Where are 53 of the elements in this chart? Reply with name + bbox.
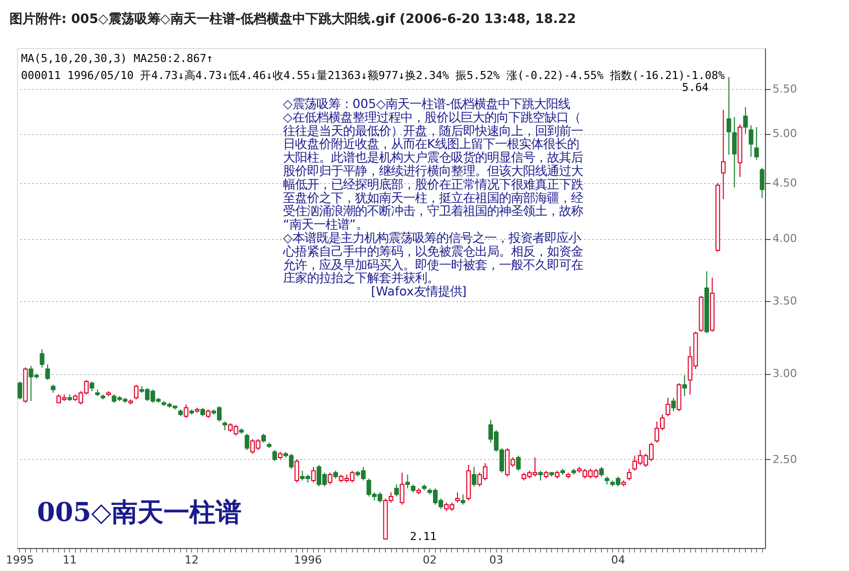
annotation: 5.64 <box>682 81 709 94</box>
candlestick <box>394 484 399 497</box>
candlestick <box>311 466 316 483</box>
x-tick-label: 04 <box>611 554 626 566</box>
candlestick <box>45 364 50 380</box>
y-tick-label: 2.50 <box>772 452 797 466</box>
candlestick <box>244 433 250 451</box>
x-tick-label: 11 <box>62 554 77 566</box>
candlestick <box>599 466 604 478</box>
y-tick-label: 4.50 <box>772 176 797 190</box>
candlestick <box>538 470 543 481</box>
candlestick <box>184 404 188 418</box>
candlestick <box>460 494 466 506</box>
candlestick <box>626 468 632 481</box>
candlestick <box>760 167 764 199</box>
x-tick-label: 03 <box>489 554 504 566</box>
candlestick <box>134 384 139 400</box>
x-tick-label: 1995 <box>6 554 34 566</box>
candlestick <box>671 397 676 412</box>
candlestick <box>455 492 460 504</box>
candlestick <box>328 472 332 485</box>
x-tick-label: 02 <box>422 554 437 566</box>
annotation: ◇本谱既是主力机构震荡吸筹的信号之一，投资者即应小心捂紧自己手中的筹码，以免被震仓出局。相反，如资金允许，应及早加码买入。即使一时被套，一般不久即可在庄家的拉抬之下解套并获利。 <box>282 230 583 286</box>
candlestick <box>272 450 277 462</box>
candlestick <box>682 374 687 397</box>
y-tick-label: 5.00 <box>772 127 797 140</box>
y-tick-label: 5.50 <box>772 82 797 96</box>
x-tick-label: 12 <box>184 554 199 566</box>
candlestick <box>40 348 44 368</box>
annotation: 2.11 <box>410 530 436 543</box>
candlestick <box>294 458 300 483</box>
candlestick <box>405 474 410 489</box>
annotation: [Wafox友情提供] <box>371 284 467 299</box>
y-tick-label: 4.00 <box>772 232 797 245</box>
candlestick <box>472 466 476 487</box>
annotation: 005◇南天一柱谱 <box>37 498 242 528</box>
candlestick <box>666 397 670 417</box>
x-tick-label: 1996 <box>294 554 322 566</box>
text: ◇在低档横盘整理过程中，股价以巨大的向下跳空缺口（往往是当天的最低价）开盘，随后即快速向上，回到前一日收盘价附近收盘，从而在K线图上留下一根实体很长的大阳柱。此谱也是机构大户震仓吸货的明显信号，故其后股价即归于平静，继续进行横向整理。但该大阳线通过大幅低开，已经探明底部，股价在正常情况下很难真正下跌至盘价之下，犹如南天一柱，挺立在祖国的南部海疆，经受住汹涌浪潮的不断冲击，守卫着祖国的神圣领土，故称“南天一柱谱”。 <box>283 109 583 232</box>
y-tick-label: 3.00 <box>772 367 797 380</box>
chart-title: 图片附件: 005◇震荡吸筹◇南天一柱谱-低档横盘中下跳大阳线.gif (2006-6-20 13:48, 18.22 <box>9 11 576 27</box>
candlestick <box>748 124 754 158</box>
candlestick <box>18 381 22 400</box>
candlestick <box>743 106 748 134</box>
y-tick-label: 3.50 <box>772 294 797 308</box>
candlestick <box>90 381 94 392</box>
candlestick <box>400 472 404 506</box>
annotation: MA(5,10,20,30,3) MA250:2.867↑ <box>21 52 214 65</box>
candlestick <box>516 455 521 472</box>
annotation: ◇震荡吸筹：005◇南天一柱谱-低档横盘中下跳大阳线 <box>283 96 570 111</box>
candlestick <box>754 126 759 160</box>
annotation: 000011 1996/05/10 开4.73↓高4.73↓低4.46↓收4.55↓量21363↓额977↓换2.34% 振5.52% 涨(-0.22)-4.55% 指数(-16.21)-1.08% <box>21 69 726 82</box>
candlestick <box>721 109 726 200</box>
